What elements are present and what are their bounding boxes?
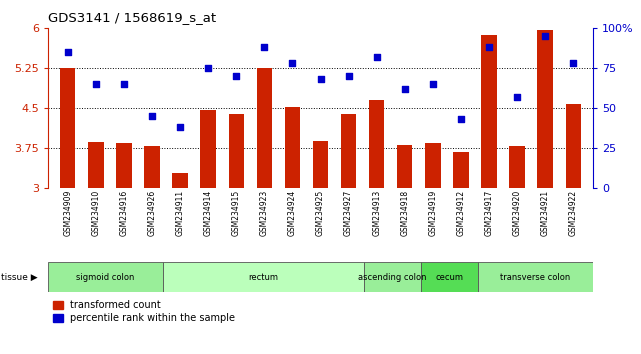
Bar (369, 100, 385, 188)
Text: GSM234926: GSM234926 (147, 190, 156, 236)
Legend: transformed count, percentile rank within the sample: transformed count, percentile rank withi… (53, 301, 235, 323)
Text: GSM234916: GSM234916 (119, 190, 128, 236)
Point (147, 113, 157, 119)
Point (399, 86, 410, 92)
Point (568, 61, 578, 66)
Text: transverse colon: transverse colon (501, 273, 570, 281)
Text: GSM234923: GSM234923 (260, 190, 269, 236)
Bar (256, 68, 272, 188)
Text: GSM234918: GSM234918 (400, 190, 409, 236)
Bar (481, 35, 497, 188)
Point (175, 124, 185, 130)
Point (231, 73, 242, 79)
Text: GSM234913: GSM234913 (372, 190, 381, 236)
Point (203, 65, 213, 71)
Bar (397, 145, 412, 188)
Point (344, 73, 354, 79)
Text: GSM234912: GSM234912 (456, 190, 465, 236)
Bar (88, 143, 104, 188)
Point (540, 34, 551, 39)
Text: GSM234915: GSM234915 (232, 190, 241, 236)
Point (512, 94, 522, 100)
Point (287, 61, 297, 66)
Point (315, 76, 326, 82)
Bar (425, 143, 440, 188)
Text: GDS3141 / 1568619_s_at: GDS3141 / 1568619_s_at (48, 11, 216, 24)
Point (428, 81, 438, 87)
Bar (144, 146, 160, 188)
Bar (478, 262, 593, 292)
Text: cecum: cecum (435, 273, 463, 281)
Bar (363, 262, 421, 292)
Bar (285, 107, 300, 188)
Point (259, 45, 269, 50)
Bar (313, 141, 328, 188)
Point (456, 116, 466, 122)
Point (484, 45, 494, 50)
Text: GSM234922: GSM234922 (569, 190, 578, 236)
Bar (116, 143, 131, 188)
Bar (229, 114, 244, 188)
Bar (421, 262, 478, 292)
Text: ascending colon: ascending colon (358, 273, 426, 281)
Text: GSM234909: GSM234909 (63, 190, 72, 236)
Text: GSM234925: GSM234925 (316, 190, 325, 236)
Text: GSM234927: GSM234927 (344, 190, 353, 236)
Bar (60, 68, 76, 188)
Bar (537, 30, 553, 188)
Point (372, 54, 382, 60)
Bar (565, 104, 581, 188)
Bar (48, 262, 163, 292)
Text: sigmoid colon: sigmoid colon (76, 273, 135, 281)
Text: GSM234911: GSM234911 (176, 190, 185, 236)
Point (63, 50, 73, 55)
Text: GSM234924: GSM234924 (288, 190, 297, 236)
Text: GSM234920: GSM234920 (513, 190, 522, 236)
Text: GSM234910: GSM234910 (91, 190, 101, 236)
Text: rectum: rectum (248, 273, 278, 281)
Text: GSM234921: GSM234921 (540, 190, 550, 236)
Point (119, 81, 129, 87)
Bar (453, 152, 469, 188)
Bar (510, 146, 525, 188)
Point (90, 81, 101, 87)
Bar (341, 114, 356, 188)
Text: GSM234917: GSM234917 (485, 190, 494, 236)
Text: tissue ▶: tissue ▶ (1, 273, 37, 281)
Text: GSM234914: GSM234914 (204, 190, 213, 236)
Bar (201, 110, 216, 188)
Bar (172, 173, 188, 188)
Bar (163, 262, 363, 292)
Text: GSM234919: GSM234919 (428, 190, 437, 236)
